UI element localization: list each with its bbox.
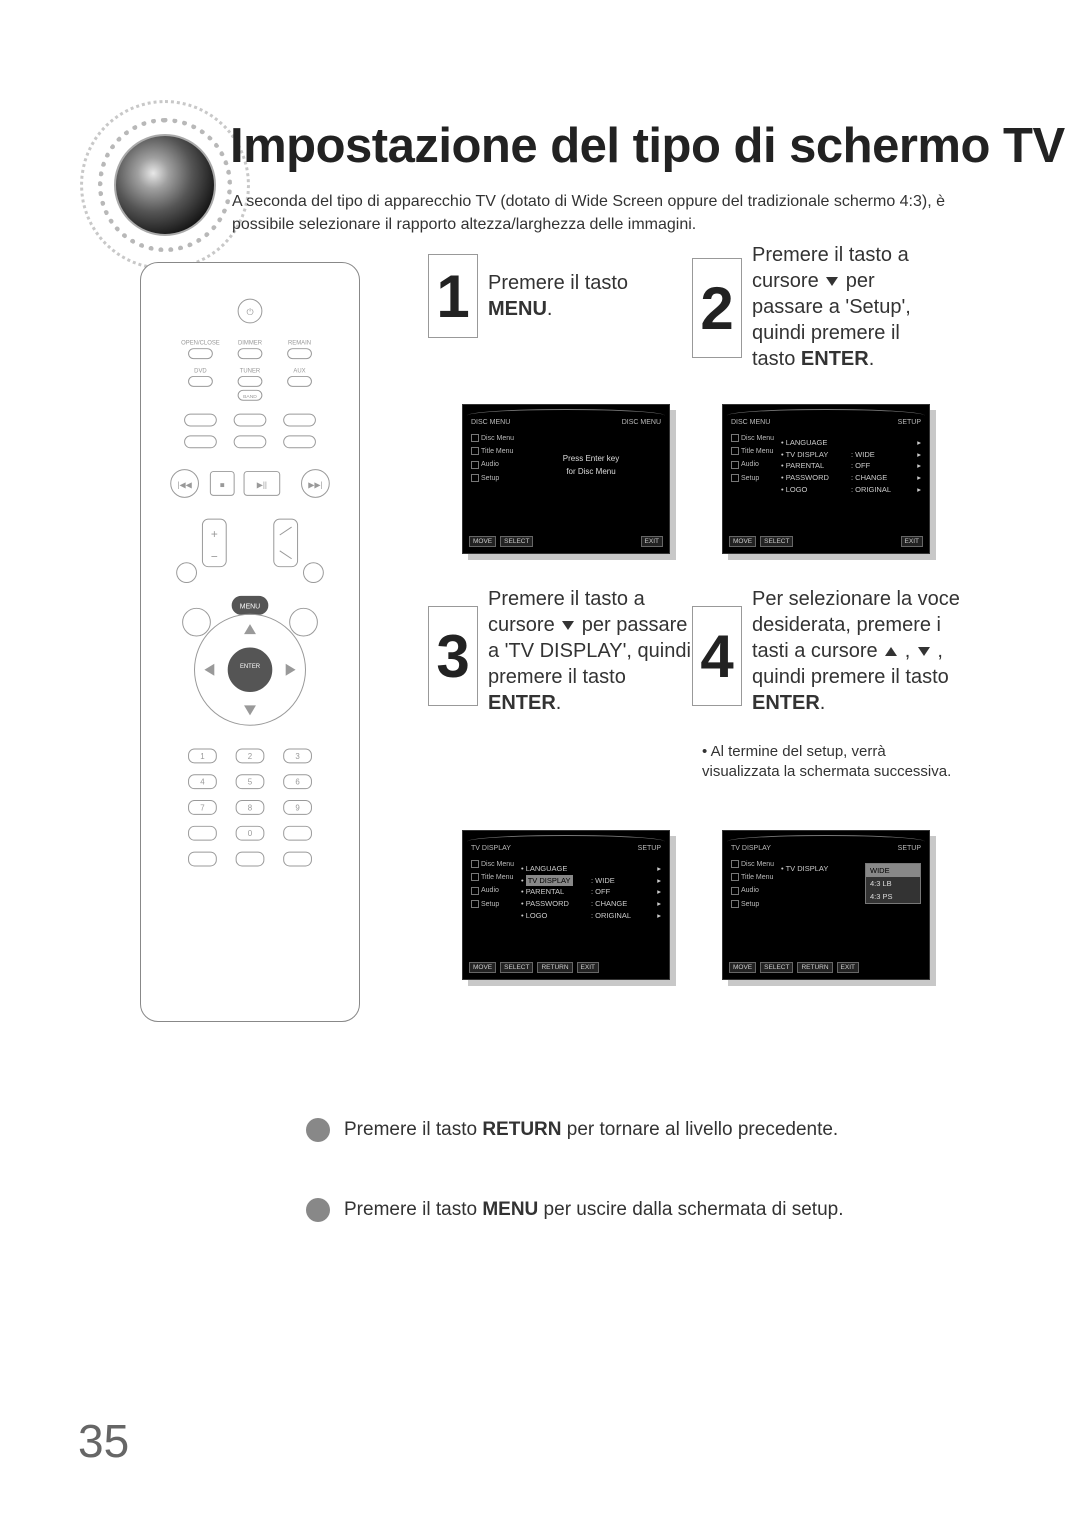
osd-screenshot-2: DISC MENUSETUP Disc Menu Title Menu Audi… bbox=[722, 404, 930, 554]
down-arrow-icon bbox=[918, 647, 930, 656]
svg-text:|◀◀: |◀◀ bbox=[177, 480, 192, 489]
svg-text:TUNER: TUNER bbox=[240, 368, 261, 374]
svg-text:OPEN/CLOSE: OPEN/CLOSE bbox=[181, 341, 220, 347]
svg-text:7: 7 bbox=[200, 803, 204, 812]
step-number: 3 bbox=[428, 606, 478, 706]
svg-text:1: 1 bbox=[200, 752, 205, 761]
svg-text:AUX: AUX bbox=[293, 368, 305, 374]
remote-illustration: ⏻ OPEN/CLOSE DIMMER REMAIN DVD TUNER AUX… bbox=[140, 262, 360, 1022]
svg-text:8: 8 bbox=[248, 803, 253, 812]
osd-setup-list: • LANGUAGE▸ • TV DISPLAY: WIDE▸ • PARENT… bbox=[781, 437, 921, 495]
svg-text:6: 6 bbox=[295, 778, 300, 787]
step-text: Premere il tasto bbox=[488, 272, 628, 294]
svg-text:REMAIN: REMAIN bbox=[288, 341, 311, 347]
svg-text:ENTER: ENTER bbox=[240, 664, 261, 670]
bullet-icon bbox=[306, 1198, 330, 1222]
osd-option-panel: WIDE 4:3 LB 4:3 PS bbox=[865, 863, 921, 904]
tip-menu: Premere il tasto MENU per uscire dalla s… bbox=[306, 1198, 966, 1222]
svg-text:⏻: ⏻ bbox=[246, 307, 253, 317]
page-title: Impostazione del tipo di schermo TV bbox=[230, 118, 1065, 174]
osd-screenshot-4: TV DISPLAYSETUP Disc Menu Title Menu Aud… bbox=[722, 830, 930, 980]
tip-return: Premere il tasto RETURN per tornare al l… bbox=[306, 1118, 966, 1142]
step-number: 4 bbox=[692, 606, 742, 706]
svg-text:▶||: ▶|| bbox=[257, 480, 267, 489]
up-arrow-icon bbox=[885, 647, 897, 656]
svg-text:0: 0 bbox=[248, 829, 253, 838]
page-number: 35 bbox=[78, 1414, 129, 1468]
step-number: 2 bbox=[692, 258, 742, 358]
svg-text:DVD: DVD bbox=[194, 368, 207, 374]
step-number: 1 bbox=[428, 254, 478, 338]
step-4-note: Al termine del setup, verrà visualizzata… bbox=[702, 742, 962, 783]
svg-text:4: 4 bbox=[200, 778, 205, 787]
osd-screenshot-1: DISC MENUDISC MENU Disc Menu Title Menu … bbox=[462, 404, 670, 554]
bullet-icon bbox=[306, 1118, 330, 1142]
step-text-bold: MENU bbox=[488, 298, 547, 320]
svg-text:3: 3 bbox=[295, 752, 300, 761]
svg-text:■: ■ bbox=[220, 480, 225, 489]
svg-text:MENU: MENU bbox=[240, 603, 260, 610]
svg-text:2: 2 bbox=[248, 752, 252, 761]
svg-text:9: 9 bbox=[295, 803, 300, 812]
down-arrow-icon bbox=[562, 621, 574, 630]
down-arrow-icon bbox=[826, 277, 838, 286]
osd-screenshot-3: TV DISPLAYSETUP Disc Menu Title Menu Aud… bbox=[462, 830, 670, 980]
svg-text:−: − bbox=[211, 550, 218, 564]
osd-sidebar: Disc Menu Title Menu Audio Setup bbox=[471, 433, 517, 486]
svg-text:▶▶|: ▶▶| bbox=[308, 480, 322, 489]
svg-text:DIMMER: DIMMER bbox=[238, 341, 263, 347]
svg-text:+: + bbox=[211, 527, 218, 541]
svg-text:5: 5 bbox=[248, 778, 253, 787]
svg-text:BAND: BAND bbox=[243, 394, 257, 400]
page-subtitle: A seconda del tipo di apparecchio TV (do… bbox=[232, 190, 962, 236]
